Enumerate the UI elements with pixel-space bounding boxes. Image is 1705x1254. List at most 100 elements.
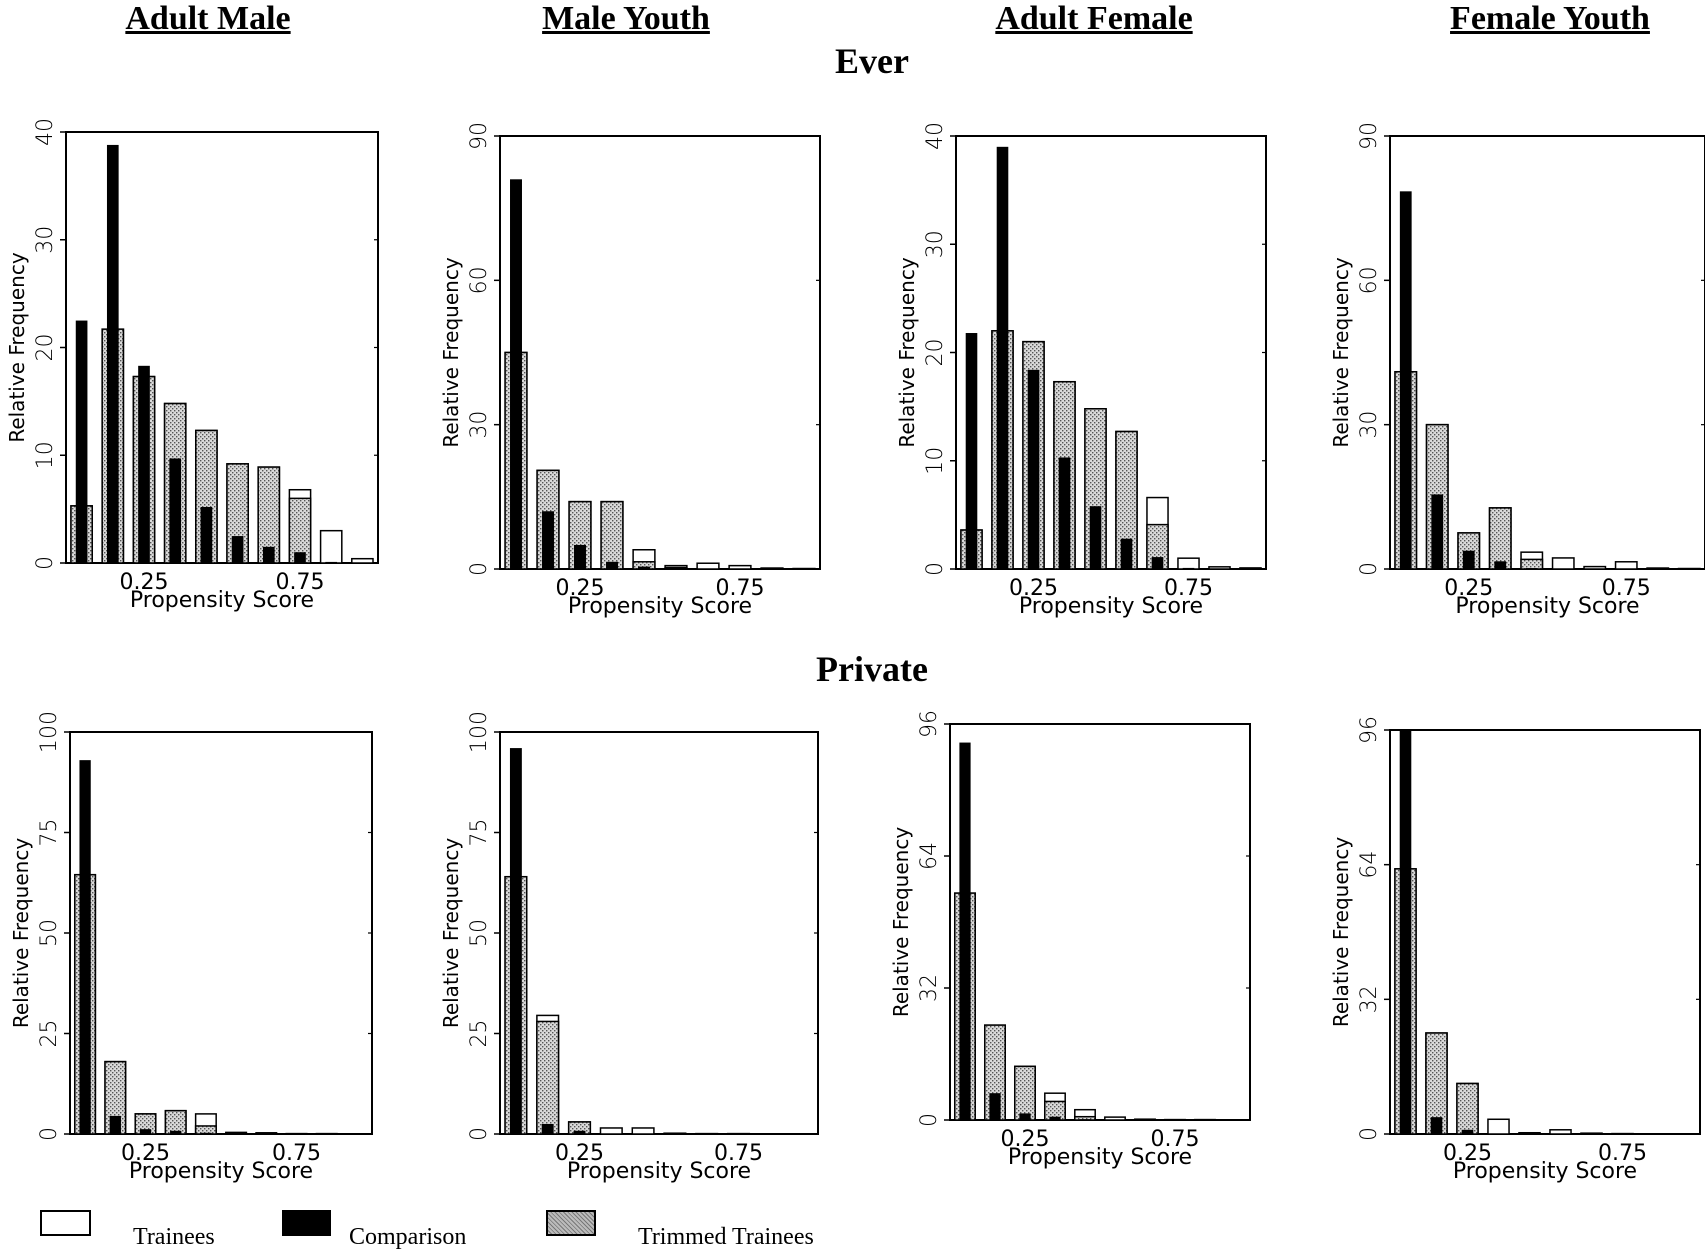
y-tick-label: 64 bbox=[917, 842, 942, 870]
y-tick-label: 0 bbox=[33, 556, 58, 570]
x-tick-label: 0.75 bbox=[1151, 1127, 1200, 1152]
legend-trimmed-label: Trimmed Trainees bbox=[638, 1224, 814, 1250]
trainees-bar bbox=[599, 1127, 623, 1135]
trainees-bar bbox=[760, 567, 784, 570]
comparison-bar bbox=[965, 333, 978, 569]
trainees-bar bbox=[1614, 561, 1638, 570]
y-tick-label: 60 bbox=[467, 266, 492, 294]
comparison-bar bbox=[574, 544, 586, 569]
y-tick-label: 75 bbox=[37, 819, 62, 847]
trainees-bar bbox=[1580, 1132, 1603, 1135]
x-axis-label: Propensity Score bbox=[1019, 594, 1203, 619]
x-axis-label: Propensity Score bbox=[130, 588, 314, 613]
comparison-bar bbox=[605, 1133, 618, 1135]
y-tick-label: 0 bbox=[467, 1127, 492, 1141]
y-axis-label: Relative Frequency bbox=[439, 838, 463, 1028]
comparison-bar bbox=[200, 1132, 212, 1134]
y-axis-label: Relative Frequency bbox=[1329, 257, 1353, 447]
y-tick-label: 0 bbox=[917, 1113, 942, 1127]
comparison-bar bbox=[638, 566, 650, 569]
x-tick-label: 0.25 bbox=[555, 1141, 604, 1166]
comparison-bar bbox=[510, 179, 522, 570]
x-tick-label: 0.75 bbox=[1164, 576, 1213, 601]
plot-frame bbox=[1389, 729, 1701, 1135]
y-axis-label: Relative Frequency bbox=[889, 827, 913, 1017]
y-axis-label: Relative Frequency bbox=[895, 257, 919, 447]
plot-frame bbox=[949, 723, 1251, 1121]
comparison-bar bbox=[109, 1115, 121, 1134]
x-axis-label: Propensity Score bbox=[568, 594, 752, 619]
trainees-bar bbox=[1134, 1118, 1156, 1121]
x-tick-label: 0.25 bbox=[1444, 576, 1493, 601]
comparison-bar bbox=[1525, 568, 1538, 570]
comparison-bar bbox=[989, 1093, 1001, 1120]
x-axis-label: Propensity Score bbox=[1008, 1145, 1192, 1170]
trimmed-bar bbox=[1488, 507, 1512, 570]
trainees-bar bbox=[1549, 1129, 1572, 1135]
trainees-bar bbox=[663, 1132, 687, 1135]
x-tick-label: 0.25 bbox=[121, 1141, 170, 1166]
y-tick-label: 32 bbox=[917, 974, 942, 1002]
trainees-bar bbox=[1208, 566, 1231, 570]
trimmed-bar bbox=[164, 1109, 187, 1135]
y-tick-label: 20 bbox=[923, 339, 948, 367]
y-tick-label: 40 bbox=[33, 118, 58, 146]
x-tick-label: 0.25 bbox=[120, 570, 169, 595]
x-tick-label: 0.75 bbox=[276, 570, 325, 595]
y-tick-label: 25 bbox=[467, 1020, 492, 1048]
trainees-bar bbox=[1518, 1131, 1541, 1135]
x-axis-label: Propensity Score bbox=[129, 1159, 313, 1184]
x-axis-label: Propensity Score bbox=[1453, 1159, 1637, 1184]
trainees-bar bbox=[728, 564, 752, 570]
comparison-bar bbox=[1182, 567, 1195, 569]
comparison-bar bbox=[1089, 506, 1102, 569]
x-tick-label: 0.25 bbox=[1009, 576, 1058, 601]
trimmed-bar bbox=[1456, 1082, 1479, 1135]
comparison-bar bbox=[1027, 369, 1040, 569]
comparison-bar bbox=[996, 146, 1009, 569]
comparison-bar bbox=[1049, 1116, 1061, 1120]
y-tick-label: 30 bbox=[1357, 411, 1382, 439]
comparison-bar bbox=[75, 320, 88, 563]
y-tick-label: 96 bbox=[917, 710, 942, 738]
y-axis-label: Relative Frequency bbox=[9, 838, 33, 1028]
trainees-bar bbox=[1239, 567, 1262, 570]
comparison-bar bbox=[1058, 457, 1071, 569]
trainees-bar bbox=[1583, 565, 1607, 570]
trimmed-bar bbox=[600, 500, 624, 570]
y-tick-label: 75 bbox=[467, 819, 492, 847]
comparison-bar bbox=[1462, 550, 1475, 569]
trainees-bar bbox=[1487, 1118, 1510, 1135]
y-tick-label: 10 bbox=[33, 441, 58, 469]
trainees-bar bbox=[1177, 557, 1200, 570]
y-tick-label: 30 bbox=[33, 226, 58, 254]
trimmed-bar bbox=[1014, 1065, 1036, 1121]
x-axis-label: Propensity Score bbox=[567, 1159, 751, 1184]
x-tick-label: 0.75 bbox=[1602, 576, 1651, 601]
y-axis-label: Relative Frequency bbox=[1329, 837, 1353, 1027]
x-tick-label: 0.25 bbox=[1001, 1127, 1050, 1152]
y-tick-label: 0 bbox=[467, 562, 492, 576]
comparison-bar bbox=[1399, 191, 1412, 570]
comparison-bar bbox=[606, 561, 618, 569]
trainees-bar bbox=[631, 1127, 655, 1135]
comparison-bar bbox=[1120, 538, 1133, 569]
comparison-bar bbox=[1494, 561, 1507, 569]
column-title: Male Youth bbox=[542, 0, 710, 37]
row-title-ever: Ever bbox=[835, 41, 909, 81]
y-tick-label: 0 bbox=[1357, 1127, 1382, 1141]
y-tick-label: 60 bbox=[1357, 266, 1382, 294]
trimmed-bar bbox=[536, 1020, 560, 1135]
comparison-bar bbox=[79, 760, 91, 1134]
comparison-bar bbox=[231, 536, 244, 563]
y-tick-label: 90 bbox=[1357, 122, 1382, 150]
comparison-bar bbox=[1019, 1113, 1031, 1120]
comparison-bar bbox=[509, 748, 522, 1134]
comparison-bar bbox=[262, 546, 275, 563]
y-tick-label: 0 bbox=[1357, 562, 1382, 576]
y-axis-label: Relative Frequency bbox=[439, 257, 463, 447]
comparison-bar bbox=[1431, 494, 1444, 569]
legend-comparison-swatch bbox=[282, 1210, 331, 1236]
comparison-bar bbox=[230, 1133, 242, 1135]
